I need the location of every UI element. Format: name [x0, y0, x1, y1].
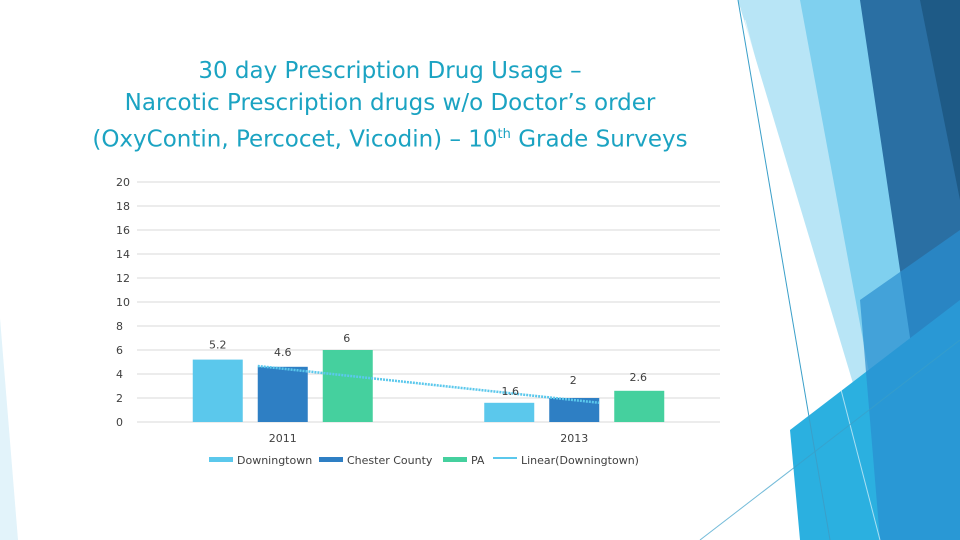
y-tick-label: 16: [116, 224, 130, 237]
data-label: 2: [570, 374, 577, 387]
legend-pa-swatch: [443, 457, 467, 462]
right-corner-shape: [920, 0, 960, 200]
bar-pa-2011: [322, 350, 373, 422]
data-label: 1.6: [502, 385, 520, 398]
y-tick-label: 18: [116, 200, 130, 213]
y-tick-label: 8: [116, 320, 123, 333]
x-tick-label: 2011: [269, 432, 297, 445]
slide-title: 30 day Prescription Drug Usage – Narcoti…: [40, 55, 740, 156]
y-tick-label: 14: [116, 248, 130, 261]
data-label: 5.2: [209, 339, 227, 352]
legend-pa-label: PA: [471, 454, 485, 467]
x-axis: 2011 2013: [269, 432, 589, 445]
y-tick-label: 4: [116, 368, 123, 381]
bar-downingtown-2011: [192, 359, 243, 422]
x-tick-label: 2013: [560, 432, 588, 445]
data-label: 4.6: [274, 346, 292, 359]
y-tick-label: 0: [116, 416, 123, 429]
trendline: [257, 364, 600, 405]
legend-downingtown-swatch: [209, 457, 233, 462]
title-line-2: Narcotic Prescription drugs w/o Doctor’s…: [124, 90, 656, 116]
legend-chester-county-label: Chester County: [347, 454, 433, 467]
y-tick-label: 6: [116, 344, 123, 357]
y-tick-label: 20: [116, 176, 130, 189]
title-line-3-main: (OxyContin, Percocet, Vicodin) – 10: [92, 126, 498, 153]
y-axis: 0 2 4 6 8 10 12 14 16 18 20: [116, 176, 130, 429]
left-accent-shape: [0, 318, 18, 540]
bars: [192, 350, 665, 422]
bar-downingtown-2013: [484, 402, 535, 422]
data-label: 6: [343, 332, 350, 345]
legend: Downingtown Chester County PA Linear(Downin…: [209, 454, 639, 467]
y-tick-label: 10: [116, 296, 130, 309]
trendline-linear-downingtown: [257, 364, 600, 405]
y-tick-label: 12: [116, 272, 130, 285]
y-tick-label: 2: [116, 392, 123, 405]
decor-line-3: [699, 339, 960, 540]
legend-chester-county-swatch: [319, 457, 343, 462]
right-bottom-dark-shape: [860, 230, 960, 540]
title-line-3-end: Grade Surveys: [510, 126, 688, 153]
decor-line-2: [744, 19, 881, 540]
data-label: 2.6: [630, 371, 648, 384]
bar-chester-county-2011: [257, 366, 308, 422]
legend-linear-downingtown-label: Linear(Downingtown): [521, 454, 639, 467]
bar-chester-county-2013: [549, 398, 600, 422]
decor-line-1: [737, 0, 831, 540]
legend-linear-downingtown-swatch: [493, 457, 517, 459]
bar-pa-2013: [614, 390, 665, 422]
title-line-1: 30 day Prescription Drug Usage –: [198, 58, 582, 84]
legend-downingtown-label: Downingtown: [237, 454, 312, 467]
data-labels: 5.2 4.6 6 1.6 2 2.6: [209, 332, 647, 398]
title-line-3: (OxyContin, Percocet, Vicodin) – 10th Gr…: [40, 119, 740, 156]
title-superscript: th: [497, 127, 511, 142]
